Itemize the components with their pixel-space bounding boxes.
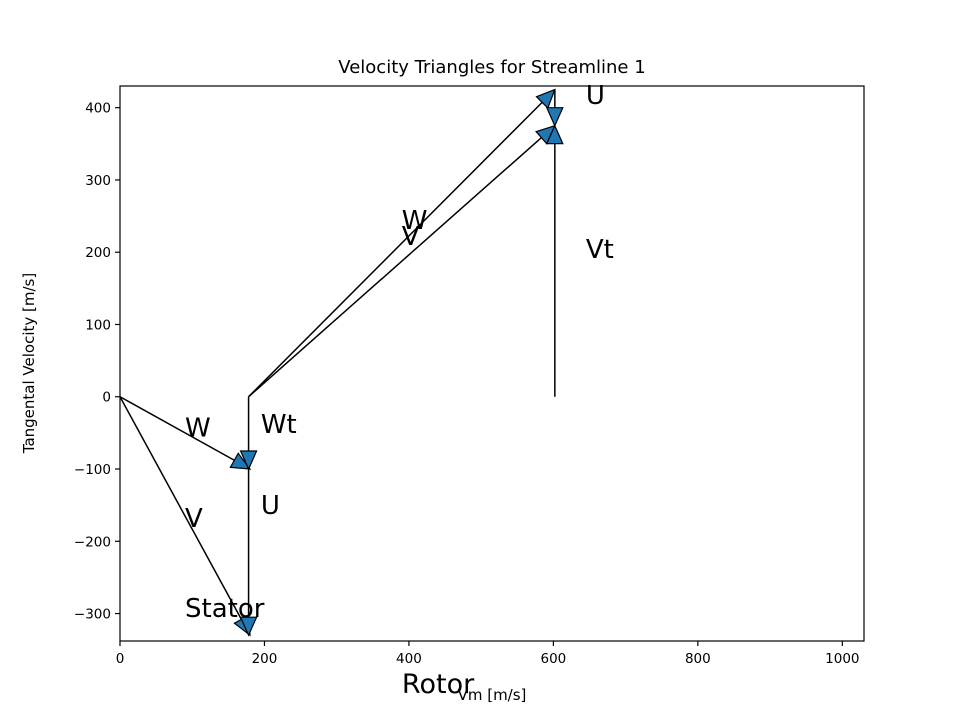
annotation-label: V [402, 222, 420, 252]
annotation-label: Vt [586, 235, 614, 265]
y-tick-label: 100 [85, 317, 111, 333]
annotation-label: V [185, 504, 203, 534]
y-axis-label: Tangental Velocity [m/s] [20, 273, 38, 454]
vector-rotor-V [248, 137, 542, 398]
x-tick-label: 600 [541, 651, 567, 667]
annotation-label: Stator [185, 594, 265, 624]
annotation-label: W [402, 206, 428, 236]
arrowhead-stator-W [229, 452, 252, 470]
arrowhead-rotor-Vt [545, 124, 564, 145]
x-tick-label: 400 [396, 651, 422, 667]
vector-layer [119, 89, 556, 620]
arrowhead-rotor-W [535, 88, 556, 110]
annotation-label: U [586, 81, 605, 111]
y-tick-label: 200 [85, 245, 111, 261]
y-tick-label: −200 [74, 534, 111, 550]
annotation-label: W [185, 413, 211, 443]
x-tick-label: 0 [116, 651, 125, 667]
x-axis-label: Vm [m/s] [458, 686, 527, 704]
y-tick-label: 0 [102, 390, 111, 406]
y-axis-ticks: −300 −200 −100 0 100 200 300 400 [74, 101, 120, 623]
x-tick-label: 800 [685, 651, 711, 667]
y-tick-label: 400 [85, 101, 111, 117]
arrowhead-layer [229, 88, 564, 637]
y-tick-label: 300 [85, 173, 111, 189]
annotation-label: U [261, 491, 280, 521]
vector-stator-W [119, 396, 235, 461]
below-axis-annotation: Rotor [402, 669, 475, 700]
x-tick-label: 200 [252, 651, 278, 667]
arrowhead-stator-Wt [239, 450, 258, 471]
x-axis-ticks: 0 200 400 600 800 1000 [116, 641, 860, 667]
arrowhead-stator-U [239, 616, 258, 637]
below-axis-labels: Rotor [402, 669, 475, 700]
chart-title: Velocity Triangles for Streamline 1 [338, 57, 645, 78]
x-tick-label: 1000 [825, 651, 859, 667]
vector-stator-V [119, 396, 243, 620]
plot-frame [119, 85, 865, 642]
arrowhead-rotor-U [545, 107, 564, 128]
y-tick-label: −300 [74, 607, 111, 623]
vector-rotor-W [248, 101, 543, 398]
annotation-label: Wt [261, 410, 297, 440]
y-tick-label: −100 [74, 462, 111, 478]
